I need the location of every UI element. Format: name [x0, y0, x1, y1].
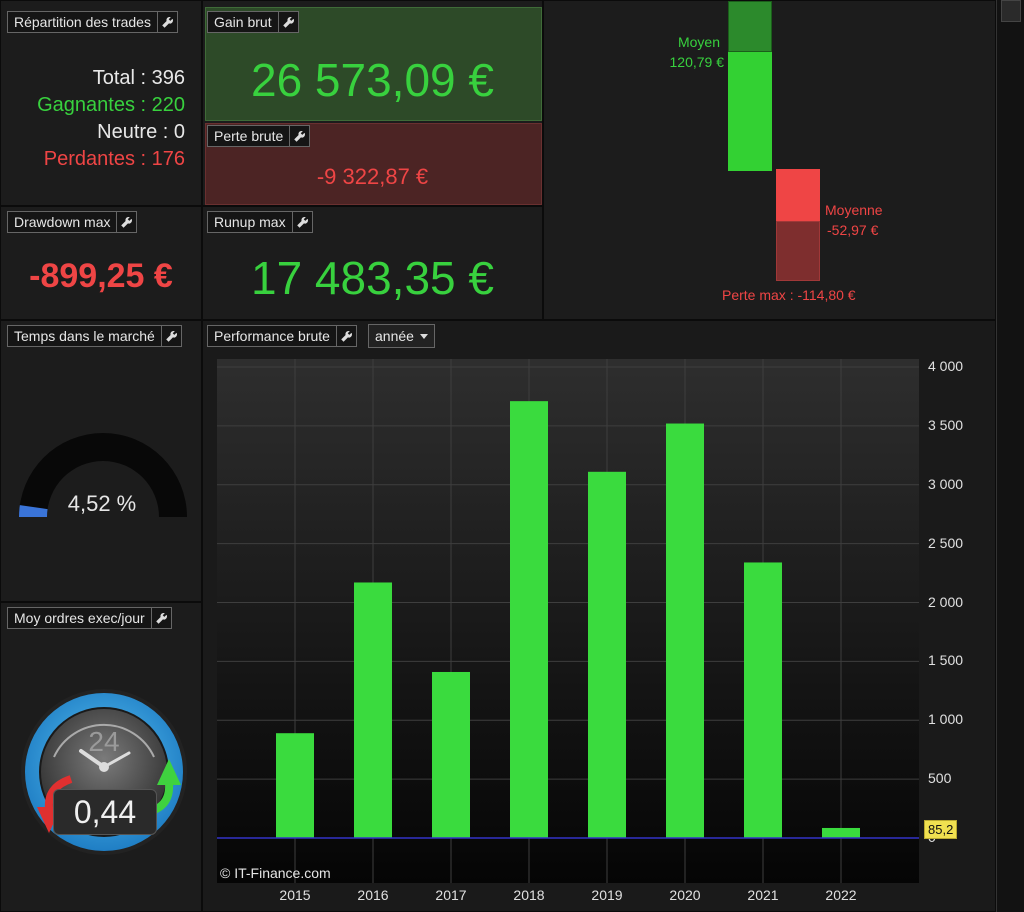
- gain-brut-panel: Gain brut 26 573,09 € Perte brute -9 322…: [202, 0, 543, 206]
- time-in-market-value: 4,52 %: [67, 491, 137, 516]
- time-in-market-panel: Temps dans le marché 4,52 %: [0, 320, 202, 602]
- wrench-icon[interactable]: [289, 126, 309, 146]
- bar-2017: [432, 671, 470, 838]
- watermark: © IT-Finance.com: [220, 865, 331, 881]
- perte-brute-label: Perte brute: [214, 128, 284, 144]
- avg-gain-upper-bar: [728, 1, 772, 52]
- bar-2021: [744, 562, 782, 838]
- average-trade-panel: Moyen 120,79 € Moyenne -52,97 € Perte ma…: [543, 0, 996, 320]
- last-value-badge: 85,2: [924, 820, 958, 839]
- total-trades: Total : 396: [92, 67, 185, 89]
- bar-2016: [354, 582, 392, 838]
- time-in-market-title: Temps dans le marché: [7, 325, 182, 347]
- runup-title: Runup max: [207, 211, 313, 233]
- avg-gain-value: 120,79 €: [669, 54, 725, 70]
- plot-area: [217, 359, 919, 883]
- period-select-value: année: [375, 328, 414, 344]
- time-in-market-label: Temps dans le marché: [14, 328, 155, 344]
- wrench-icon[interactable]: [277, 12, 298, 32]
- x-tick-label: 2016: [357, 887, 389, 903]
- max-loss-bar: [776, 221, 820, 281]
- neutral-trades: Neutre : 0: [97, 121, 185, 143]
- bar-2015: [276, 733, 314, 838]
- drawdown-panel: Drawdown max -899,25 €: [0, 206, 202, 320]
- wrench-icon[interactable]: [156, 12, 177, 32]
- orders-per-day-title: Moy ordres exec/jour: [7, 607, 172, 629]
- performance-title: Performance brute: [207, 325, 357, 347]
- y-tick-label: 4 000: [928, 358, 964, 374]
- y-tick-label: 3 500: [928, 416, 964, 433]
- wrench-icon[interactable]: [150, 608, 171, 628]
- scrollbar-thumb[interactable]: [1001, 0, 1021, 22]
- x-tick-label: 2019: [591, 887, 623, 903]
- avg-loss-bar: [776, 169, 820, 221]
- perte-brute-title: Perte brute: [207, 125, 311, 147]
- x-tick-label: 2022: [825, 887, 857, 903]
- time-gauge-fill: [19, 505, 48, 517]
- drawdown-value: -899,25 €: [29, 257, 173, 295]
- y-tick-label: 500: [928, 770, 952, 787]
- max-loss-label: Perte max : -114,80 €: [722, 287, 856, 303]
- bar-2020: [666, 423, 704, 838]
- drawdown-title: Drawdown max: [7, 211, 138, 233]
- x-tick-label: 2021: [747, 887, 779, 903]
- x-tick-label: 2018: [513, 887, 545, 903]
- x-tick-label: 2015: [279, 887, 311, 903]
- chevron-down-icon: [419, 333, 428, 339]
- wrench-icon[interactable]: [335, 326, 356, 346]
- right-scrollbar[interactable]: [996, 0, 1024, 912]
- winning-trades: Gagnantes : 220: [37, 94, 185, 116]
- bar-2019: [588, 471, 626, 838]
- repartition-title: Répartition des trades: [7, 11, 178, 33]
- gain-brut-label: Gain brut: [214, 14, 272, 30]
- wrench-icon[interactable]: [160, 326, 181, 346]
- losing-trades: Perdantes : 176: [43, 148, 185, 170]
- x-tick-label: 2017: [435, 887, 467, 903]
- runup-value: 17 483,35 €: [250, 252, 494, 304]
- repartition-panel: Répartition des trades Total : 396 Gagna…: [0, 0, 202, 206]
- avg-gain-bar: [728, 52, 772, 171]
- orders-value-box: [53, 789, 157, 835]
- avg-gain-label: Moyen: [677, 34, 720, 50]
- x-tick-label: 2020: [669, 887, 701, 903]
- bar-2022: [822, 827, 860, 838]
- performance-label: Performance brute: [214, 328, 330, 344]
- y-tick-label: 1 500: [928, 652, 964, 669]
- repartition-title-label: Répartition des trades: [14, 14, 151, 30]
- time-gauge: [19, 433, 187, 517]
- avg-loss-label: Moyenne: [825, 202, 883, 218]
- drawdown-label: Drawdown max: [14, 214, 111, 230]
- runup-label: Runup max: [214, 214, 286, 230]
- orders-per-day-value: 0,44: [73, 794, 137, 830]
- wrench-icon[interactable]: [291, 212, 312, 232]
- y-tick-label: 2 500: [928, 534, 964, 551]
- gain-brut-title: Gain brut: [207, 11, 299, 33]
- y-tick-label: 1 000: [928, 711, 964, 728]
- wrench-icon[interactable]: [116, 212, 136, 232]
- gain-brut-value: 26 573,09 €: [250, 54, 494, 106]
- y-tick-label: 2 000: [928, 593, 964, 610]
- y-tick-label: 3 000: [928, 475, 964, 492]
- period-select[interactable]: année: [368, 324, 435, 348]
- dial-number: 24: [88, 726, 119, 757]
- orders-per-day-label: Moy ordres exec/jour: [14, 610, 145, 626]
- perte-brute-value: -9 322,87 €: [316, 164, 429, 189]
- runup-panel: Runup max 17 483,35 €: [202, 206, 543, 320]
- bar-2018: [510, 401, 548, 838]
- avg-loss-value: -52,97 €: [827, 222, 879, 238]
